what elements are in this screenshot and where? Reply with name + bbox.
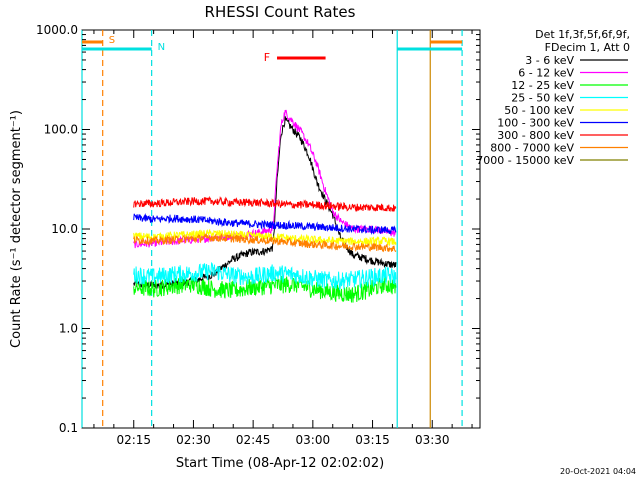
series-line-0	[133, 116, 397, 290]
y-axis-label: Count Rate (s⁻¹ detector segment⁻¹)	[9, 110, 24, 348]
legend-label: 300 - 800 keV	[497, 129, 574, 142]
series-line-5	[133, 212, 397, 236]
chart-title: RHESSI Count Rates	[205, 3, 356, 21]
x-tick-label: 02:30	[176, 433, 211, 447]
legend-label: 6 - 12 keV	[518, 67, 574, 80]
legend-label: 7000 - 15000 keV	[476, 154, 574, 167]
x-axis-label: Start Time (08-Apr-12 02:02:02)	[176, 456, 384, 471]
series-line-2	[133, 273, 397, 303]
series-line-6	[133, 195, 397, 213]
x-tick-label: 02:45	[236, 433, 271, 447]
x-axis: 02:15 02:30 02:45 03:00 03:15 03:30	[93, 30, 473, 447]
timestamp-footer: 20-Oct-2021 04:04	[560, 467, 636, 476]
legend-label: 25 - 50 keV	[511, 92, 574, 105]
y-tick-label: 1.0	[59, 322, 78, 336]
y-tick-label: 10.0	[51, 222, 78, 236]
legend: Det 1f,3f,5f,6f,9f, FDecim 1, Att 0 3 - …	[476, 28, 630, 167]
legend-label: 800 - 7000 keV	[490, 142, 574, 155]
y-tick-label: 1000.0	[36, 23, 78, 37]
series-line-7	[133, 232, 397, 253]
marker-label-n: N	[158, 42, 165, 53]
legend-label: 3 - 6 keV	[525, 54, 574, 67]
series-layer	[133, 109, 397, 303]
y-axis: 1000.0 100.0 10.0 1.0 0.1	[36, 23, 480, 435]
marker-label-s: S	[109, 35, 115, 46]
legend-header-line-1: Det 1f,3f,5f,6f,9f,	[535, 28, 630, 41]
legend-header-line-2: FDecim 1, Att 0	[545, 41, 630, 54]
x-tick-label: 02:15	[116, 433, 151, 447]
y-tick-label: 0.1	[59, 421, 78, 435]
legend-label: 12 - 25 keV	[511, 79, 574, 92]
x-tick-label: 03:00	[296, 433, 331, 447]
y-tick-label: 100.0	[44, 123, 78, 137]
flare-marker-label: F	[264, 51, 270, 64]
legend-label: 50 - 100 keV	[504, 104, 574, 117]
legend-label: 100 - 300 keV	[497, 117, 574, 130]
x-tick-label: 03:30	[415, 433, 450, 447]
series-line-3	[133, 261, 397, 291]
series-line-4	[133, 228, 397, 248]
x-tick-label: 03:15	[355, 433, 390, 447]
marker-layer: S N F	[82, 35, 463, 64]
